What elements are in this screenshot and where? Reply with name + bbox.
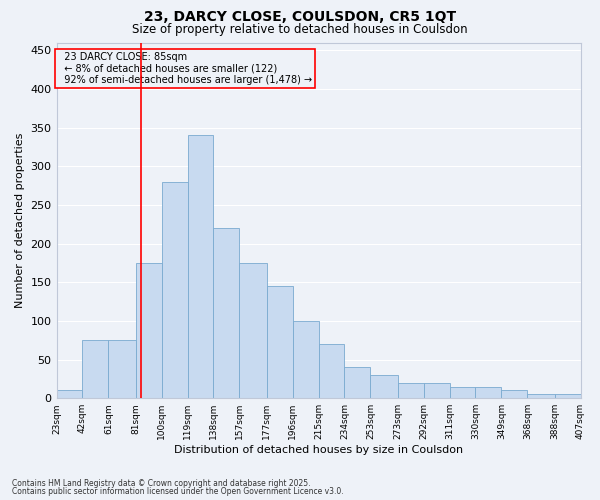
Bar xyxy=(424,382,449,398)
Bar xyxy=(239,263,266,398)
Bar xyxy=(56,390,82,398)
Bar xyxy=(293,321,319,398)
Bar xyxy=(188,136,214,398)
Bar xyxy=(319,344,344,398)
Bar xyxy=(527,394,554,398)
Y-axis label: Number of detached properties: Number of detached properties xyxy=(15,132,25,308)
Bar xyxy=(82,340,109,398)
Bar xyxy=(475,386,502,398)
Bar xyxy=(449,386,475,398)
Bar xyxy=(554,394,581,398)
Text: 23, DARCY CLOSE, COULSDON, CR5 1QT: 23, DARCY CLOSE, COULSDON, CR5 1QT xyxy=(144,10,456,24)
Bar xyxy=(161,182,188,398)
Bar xyxy=(344,368,370,398)
Text: 23 DARCY CLOSE: 85sqm
  ← 8% of detached houses are smaller (122)
  92% of semi-: 23 DARCY CLOSE: 85sqm ← 8% of detached h… xyxy=(58,52,312,85)
Bar xyxy=(266,286,293,398)
Bar xyxy=(214,228,239,398)
Text: Contains HM Land Registry data © Crown copyright and database right 2025.: Contains HM Land Registry data © Crown c… xyxy=(12,478,311,488)
X-axis label: Distribution of detached houses by size in Coulsdon: Distribution of detached houses by size … xyxy=(174,445,463,455)
Bar xyxy=(398,382,424,398)
Bar xyxy=(136,263,161,398)
Text: Contains public sector information licensed under the Open Government Licence v3: Contains public sector information licen… xyxy=(12,487,344,496)
Bar xyxy=(370,375,398,398)
Bar xyxy=(502,390,527,398)
Bar xyxy=(109,340,136,398)
Text: Size of property relative to detached houses in Coulsdon: Size of property relative to detached ho… xyxy=(132,22,468,36)
